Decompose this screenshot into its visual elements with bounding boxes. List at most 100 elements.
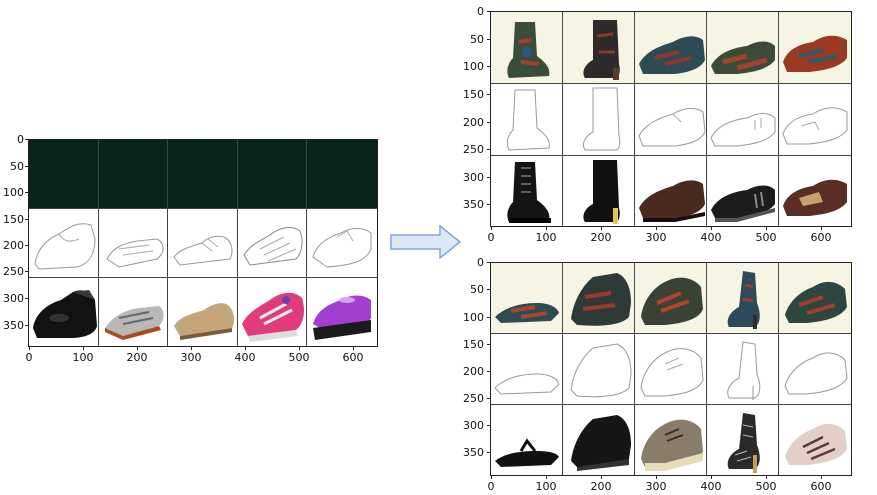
generated-shoe-cell <box>779 263 851 334</box>
x-tick-label: 600 <box>342 351 364 364</box>
lace-heel-icon <box>727 413 760 473</box>
y-tick-label: 200 <box>463 365 484 378</box>
shoe-photo-cell <box>168 278 238 346</box>
heel-boot-sketch-icon <box>582 87 621 151</box>
generated-shoe-cell <box>779 12 851 84</box>
y-tick-label: 100 <box>3 186 24 199</box>
y-tick-label: 300 <box>463 171 484 184</box>
y-tick-label: 200 <box>463 116 484 129</box>
x-tick-label: 200 <box>126 351 148 364</box>
edge-sketch-cell <box>98 209 169 278</box>
shoe-photo-cell <box>237 278 308 346</box>
left-image-grid-frame <box>28 139 378 347</box>
generated-shoe-cell <box>563 12 635 84</box>
edge-sketch-cell <box>707 334 779 405</box>
y-tick-label: 350 <box>463 198 484 211</box>
generated-oxford-icon <box>639 36 705 74</box>
shoe-photo-cell <box>563 405 635 475</box>
x-tick-label: 500 <box>755 231 777 244</box>
pink-stripe-sneaker-icon <box>785 423 847 465</box>
edge-sketch-cell <box>779 334 851 405</box>
x-tick-label: 300 <box>645 231 667 244</box>
purple-mary-jane-icon <box>313 295 372 340</box>
y-tick-label: 150 <box>3 213 24 226</box>
shoe-photo-cell <box>707 156 779 226</box>
x-tick-label: 300 <box>645 480 667 493</box>
generated-boot-icon <box>507 22 550 78</box>
x-tick-label: 200 <box>590 231 612 244</box>
x-tick-label: 500 <box>288 351 310 364</box>
shoe-photo-cell <box>491 405 563 475</box>
x-tick-label: 600 <box>810 231 832 244</box>
edge-sketch-cell <box>168 209 238 278</box>
shoe-photo-cell <box>779 156 851 226</box>
shoe-photo-cell <box>707 405 779 475</box>
y-tick-label: 0 <box>477 5 484 18</box>
generated-shoe-cell <box>707 12 779 84</box>
y-tick-label: 50 <box>470 283 484 296</box>
generated-shoe-cell <box>491 263 563 334</box>
shoe-photo-cell <box>29 278 99 346</box>
black-oxford-shoe-icon <box>33 290 97 338</box>
x-tick-label: 100 <box>72 351 94 364</box>
shoe-sketch-icon <box>173 235 233 266</box>
generated-sneaker-icon <box>641 277 703 325</box>
dark-output-cell <box>237 140 308 209</box>
y-tick-label: 150 <box>463 338 484 351</box>
shoe-sketch-icon <box>34 223 96 270</box>
dark-output-cell <box>168 140 238 209</box>
generated-heel-boot-icon <box>583 20 620 80</box>
y-tick-label: 250 <box>3 265 24 278</box>
edge-sketch-cell <box>491 334 563 405</box>
x-tick-label: 0 <box>25 351 33 364</box>
y-tick-label: 350 <box>463 446 484 459</box>
y-tick-label: 350 <box>3 319 24 332</box>
generated-shoe-cell <box>707 263 779 334</box>
x-tick-label: 300 <box>180 351 202 364</box>
y-tick-label: 100 <box>463 311 484 324</box>
y-tick-label: 250 <box>463 143 484 156</box>
edge-sketch-cell <box>307 209 377 278</box>
right-bottom-image-grid-frame <box>490 262 852 476</box>
x-tick-label: 600 <box>810 480 832 493</box>
black-flip-flop-icon <box>495 438 559 467</box>
dark-output-cell <box>29 140 99 209</box>
edge-sketch-cell <box>563 84 635 156</box>
black-combat-boot-icon <box>507 162 551 223</box>
generated-sneaker-icon <box>785 281 847 323</box>
black-slipon-icon <box>711 185 775 222</box>
edge-sketch-cell <box>707 84 779 156</box>
edge-sketch-cell <box>635 84 707 156</box>
right-bottom-image-grid-plot: 0 50 100 150 200 250 300 350 0 100 200 3… <box>440 250 877 495</box>
x-tick-label: 0 <box>487 480 495 493</box>
generated-shoe-cell <box>635 12 707 84</box>
edge-sketch-cell <box>635 334 707 405</box>
right-top-image-grid-frame <box>490 11 852 227</box>
sneaker-sketch-icon <box>640 348 704 397</box>
shoe-photo-cell <box>635 405 707 475</box>
y-tick-label: 200 <box>3 239 24 252</box>
brown-loafer-icon <box>783 179 847 216</box>
sneaker-sketch-icon <box>784 352 848 395</box>
chukka-sketch-icon <box>570 343 632 398</box>
tan-loafer-icon <box>174 303 235 340</box>
shoe-photo-cell <box>491 156 563 226</box>
x-tick-label: 400 <box>700 231 722 244</box>
generated-flip-flop-icon <box>495 303 559 323</box>
y-tick-label: 100 <box>463 60 484 73</box>
black-chukka-icon <box>571 415 631 471</box>
y-tick-label: 50 <box>10 160 24 173</box>
shoe-photo-cell <box>779 405 851 475</box>
khaki-sneaker-icon <box>641 419 703 471</box>
generated-heel-icon <box>727 271 760 329</box>
right-top-image-grid-plot: 0 50 100 150 200 250 300 350 0 100 200 3… <box>440 0 877 248</box>
shoe-sketch-icon <box>312 228 372 268</box>
right-arrow-icon <box>390 225 462 259</box>
x-tick-label: 200 <box>590 480 612 493</box>
y-tick-label: 250 <box>463 392 484 405</box>
pink-sneaker-icon <box>241 292 304 342</box>
x-tick-label: 0 <box>487 231 495 244</box>
shoe-photo-cell <box>307 278 377 346</box>
left-image-grid-plot: 0 50 100 150 200 250 300 350 0 100 200 3… <box>0 0 390 370</box>
edge-sketch-cell <box>779 84 851 156</box>
